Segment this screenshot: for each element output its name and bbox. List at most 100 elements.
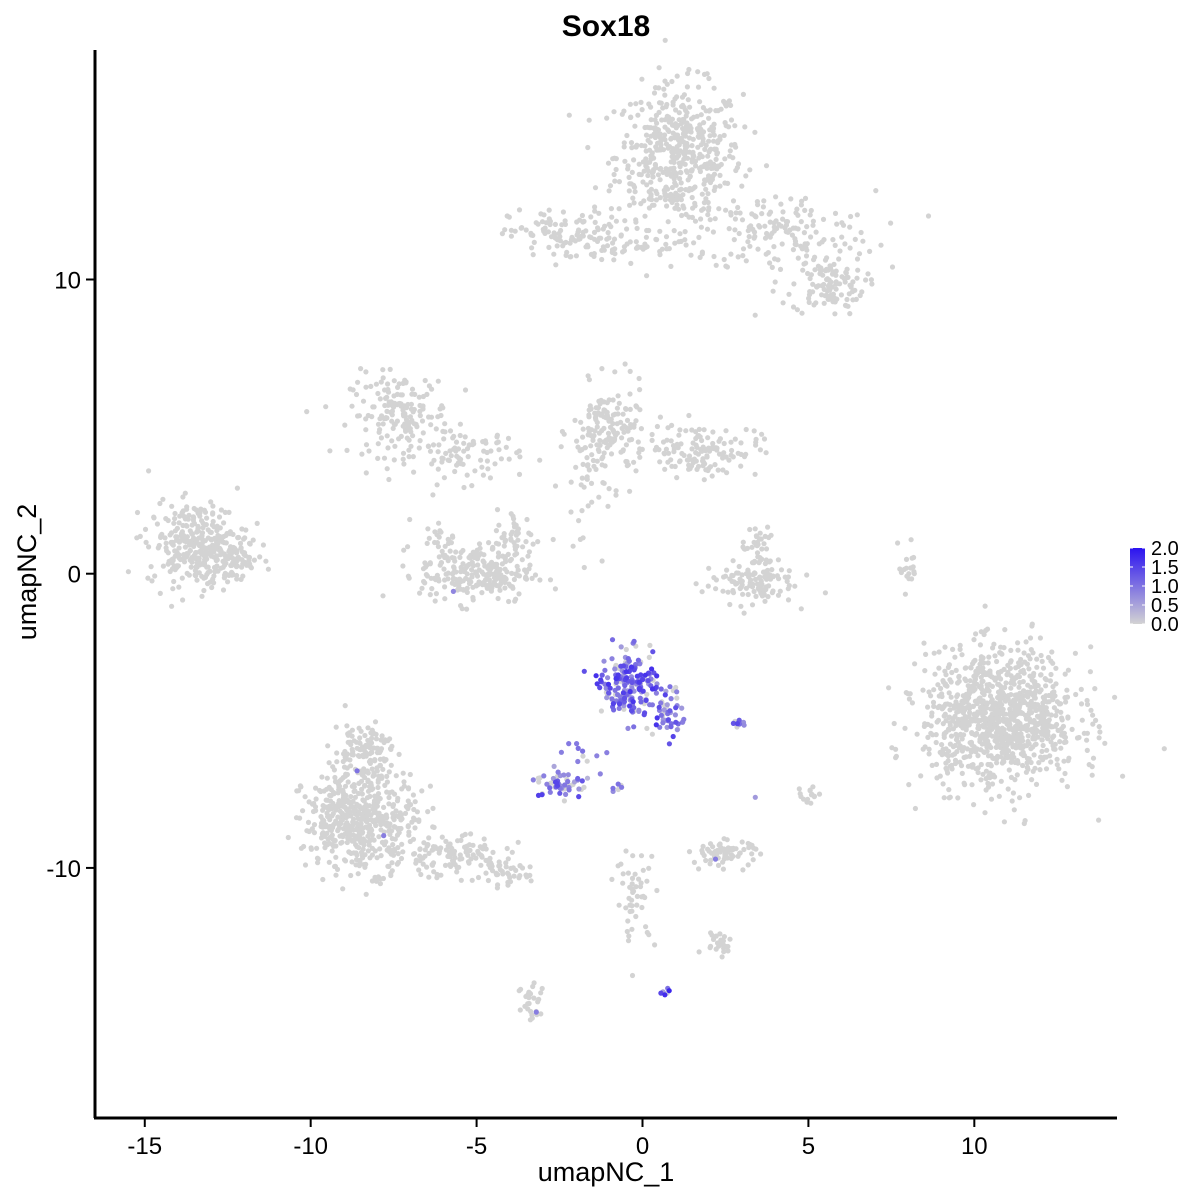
cell-point: [158, 534, 164, 541]
expressing-cell-point: [601, 658, 607, 664]
cell-point: [730, 558, 736, 564]
cell-point: [774, 573, 781, 579]
cell-point: [996, 674, 1002, 680]
cell-point: [724, 567, 730, 573]
cell-point: [728, 142, 735, 148]
cell-point: [1006, 734, 1012, 740]
cell-point: [947, 741, 954, 747]
cell-point: [1061, 758, 1067, 764]
cell-point: [420, 393, 426, 400]
cell-point: [689, 446, 695, 452]
cell-point: [188, 564, 194, 570]
cell-point: [932, 671, 938, 677]
cell-point: [995, 710, 1002, 716]
cell-point: [868, 277, 875, 283]
cell-point: [358, 817, 364, 823]
cell-point: [552, 235, 558, 241]
expressing-cell-point: [629, 679, 635, 686]
cell-point: [511, 524, 518, 530]
cell-point: [721, 450, 727, 456]
cell-point: [360, 797, 366, 803]
cell-point: [738, 463, 744, 469]
cell-point: [641, 168, 647, 174]
cell-point: [969, 742, 975, 748]
cell-point: [592, 204, 598, 210]
cell-point: [411, 851, 418, 857]
cell-point: [378, 737, 384, 743]
cell-point: [324, 786, 330, 792]
cell-point: [784, 578, 790, 585]
cell-point: [208, 499, 214, 505]
cell-point: [610, 240, 616, 246]
cell-point: [959, 770, 965, 777]
cell-point: [1084, 737, 1090, 743]
expressing-cell-point: [616, 705, 622, 712]
cell-point: [829, 271, 836, 277]
expressing-cell-point: [609, 637, 616, 643]
cell-point: [713, 156, 719, 162]
cell-point: [983, 627, 989, 634]
cell-point: [347, 757, 353, 763]
cell-point: [461, 484, 467, 491]
cell-point: [192, 572, 198, 578]
cell-point: [1037, 635, 1043, 641]
cell-point: [829, 296, 835, 302]
cell-point: [1062, 770, 1068, 777]
cell-point: [708, 165, 714, 171]
expressing-cell-point: [535, 792, 542, 799]
cell-point: [897, 566, 903, 572]
cell-point: [400, 849, 406, 855]
cell-point: [146, 468, 152, 474]
cell-point: [739, 839, 745, 845]
cell-point: [578, 482, 584, 488]
cell-point: [730, 587, 736, 594]
cell-point: [741, 610, 747, 616]
cell-point: [694, 466, 700, 472]
cell-point: [680, 125, 686, 132]
cell-point: [234, 485, 240, 491]
cell-point: [628, 140, 635, 146]
cell-point: [827, 263, 833, 269]
cell-point: [609, 436, 615, 442]
cell-point: [689, 143, 695, 149]
cell-point: [978, 654, 985, 660]
cell-point: [505, 435, 512, 441]
x-tick-label: 5: [802, 1133, 815, 1160]
cell-point: [717, 183, 723, 189]
cell-point: [484, 576, 491, 582]
cell-point: [1078, 701, 1085, 707]
cell-point: [888, 220, 894, 226]
cell-point: [390, 811, 396, 817]
cell-point: [929, 713, 935, 719]
cell-point: [620, 871, 626, 877]
cell-point: [331, 791, 337, 797]
cell-point: [529, 245, 535, 251]
cell-point: [452, 855, 458, 861]
cell-point: [975, 769, 981, 776]
cell-point: [711, 171, 718, 177]
expressing-cell-point: [668, 724, 674, 730]
cell-point: [684, 84, 691, 90]
cell-point: [184, 523, 190, 529]
cell-point: [475, 848, 481, 854]
expressing-cell-point: [618, 644, 624, 650]
cell-point: [541, 212, 547, 218]
cell-point: [621, 244, 628, 250]
cell-point: [528, 532, 534, 538]
cell-point: [939, 693, 945, 700]
expressing-cell-point: [607, 685, 613, 691]
cell-point: [661, 86, 667, 92]
cell-point: [336, 825, 342, 831]
cell-point: [631, 200, 637, 206]
cell-point: [687, 104, 693, 110]
cell-point: [445, 536, 451, 542]
cell-point: [1065, 667, 1071, 673]
cell-point: [518, 986, 524, 992]
cell-point: [805, 796, 811, 802]
expressing-cell-point: [620, 663, 627, 669]
cell-point: [941, 734, 947, 741]
cell-point: [986, 654, 992, 660]
cell-point: [686, 149, 692, 155]
cell-point: [169, 503, 175, 509]
cell-point: [1030, 768, 1036, 774]
